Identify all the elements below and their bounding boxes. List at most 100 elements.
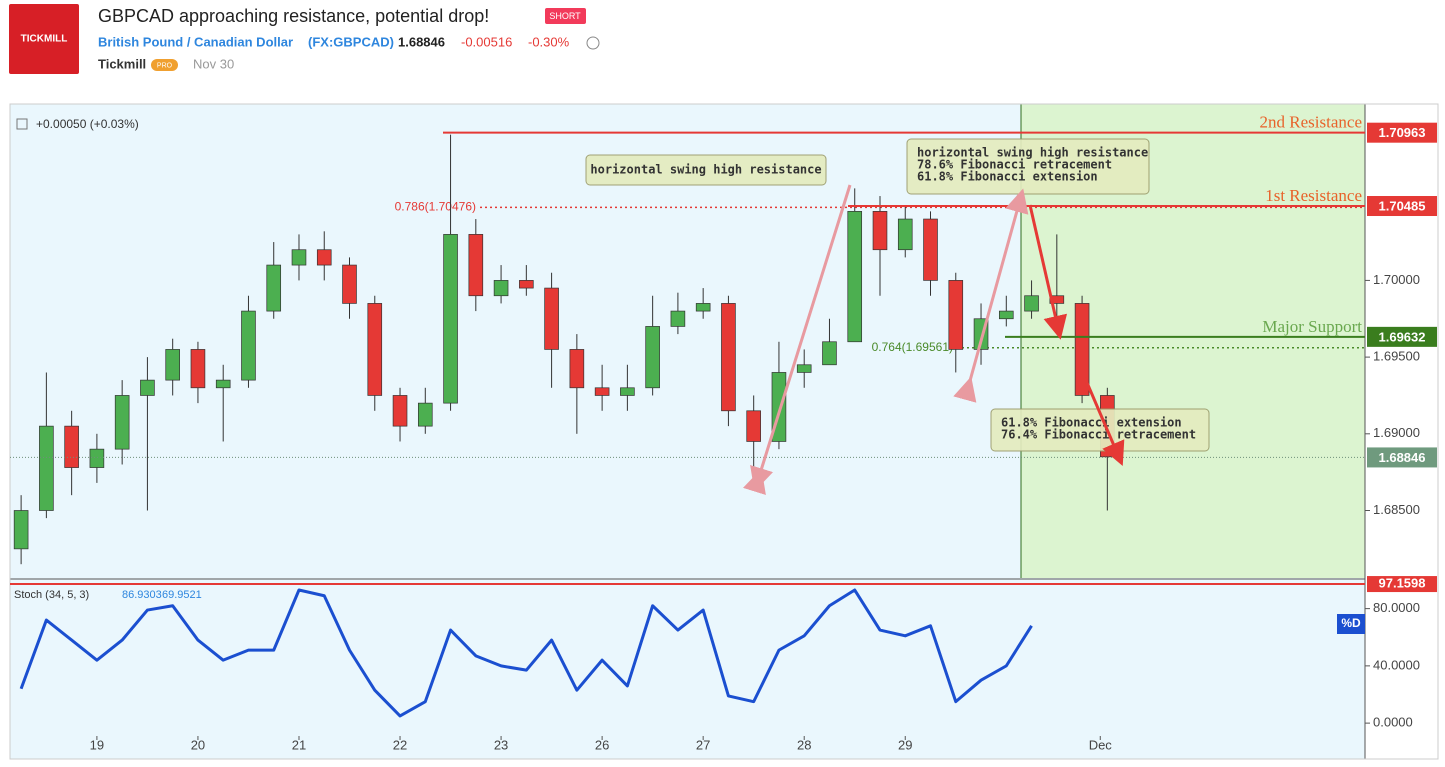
candle-body [13,510,29,550]
drop-arrow [1083,377,1125,467]
candle-body [897,218,913,251]
candle-body [417,402,433,427]
level-label: 2nd Resistance [1260,113,1362,132]
stoch-k: 86.9303 [122,589,162,601]
candle-body [468,234,484,297]
candle-body [291,249,307,266]
x-tick-label: 22 [393,737,407,752]
candle-body [569,349,585,389]
fib-label: 0.764(1.69561) [872,340,953,354]
price-tag [1367,122,1437,143]
candle-body [342,264,357,304]
candle-body [746,410,761,442]
instrument[interactable]: British Pound / Canadian Dollar [98,34,293,49]
x-tick-label: 21 [292,737,306,752]
fib-arrow [953,188,1029,403]
price-tag-text: 1.70485 [1379,198,1426,213]
candle-body [443,234,458,404]
y-tick-label: 1.69500 [1373,349,1420,364]
drawings [758,184,1125,480]
candle-body [948,280,964,350]
drop-arrow [1028,204,1068,340]
change-pct: -0.30% [528,34,570,49]
candle-body [544,287,559,350]
x-tick-label: 28 [797,737,811,752]
price-tag [1367,196,1437,217]
candle-body [1024,295,1039,312]
candle-body [266,264,282,312]
candle-body [923,218,938,281]
pro-badge [151,59,178,71]
candle-body [64,425,79,468]
callout-text: 61.8% Fibonacci extension [1001,416,1182,430]
candle-body [645,326,660,389]
price-tag-text: 1.70963 [1379,125,1426,140]
pane-legend: +0.00050 (+0.03%) [36,117,139,131]
callout-text: horizontal swing high resistance [590,163,821,177]
author[interactable]: Tickmill [98,56,146,71]
badge [545,8,586,24]
level-label: 1st Resistance [1265,186,1362,205]
y-tick-label: 0.0000 [1373,715,1413,730]
callout [990,408,1210,452]
candle-body [519,280,534,289]
price-tag-text: 97.1598 [1379,575,1426,590]
symbol[interactable]: (FX:GBPCAD) [308,34,394,49]
candle-body [493,280,509,297]
pro-text: PRO [157,62,173,69]
x-tick-label: 19 [90,737,104,752]
candle-body [215,379,231,389]
clock-icon[interactable] [586,36,600,50]
candle-body [140,379,155,396]
y-tick-label: 1.68500 [1373,502,1420,517]
candle-body [114,395,130,450]
callout [585,154,827,186]
collapse-icon[interactable] [16,118,28,130]
header: TICKMILL GBPCAD approaching resistance, … [9,4,600,74]
level-label: Major Support [1262,317,1362,336]
candle-body [998,310,1014,320]
candle-body [39,425,54,511]
candle-body [796,364,812,373]
frame [9,103,1439,760]
callout-text: 78.6% Fibonacci retracement [917,158,1112,172]
candle-body [165,349,180,381]
price: 1.68846 [398,34,445,49]
y-tick-label: 1.70000 [1373,272,1420,287]
callout-text: 61.8% Fibonacci extension [917,170,1098,184]
candle-body [316,249,332,266]
x-tick-label: 20 [191,737,205,752]
x-tick-label: 26 [595,737,609,752]
badge-text: SHORT [549,11,581,21]
x-tick-label: Dec [1089,737,1113,752]
candle-body [822,341,837,366]
callout-text: horizontal swing high resistance [917,146,1148,160]
x-tick-label: 27 [696,737,710,752]
legend-swatch [1337,614,1365,634]
candle-body [89,448,105,468]
x-tick-label: 29 [898,737,912,752]
legend-label: %D [1341,616,1361,630]
callout-text: 76.4% Fibonacci retracement [1001,428,1196,442]
price-tag [1367,576,1437,593]
candle-body [392,395,408,427]
stoch-title: Stoch (34, 5, 3) [14,589,89,601]
y-tick-label: 40.0000 [1373,657,1420,672]
candle-body [594,387,610,396]
stoch-line [19,588,1033,718]
price-tag-text: 1.68846 [1379,450,1426,465]
candle-body [241,310,256,381]
y-tick-label: 1.69000 [1373,425,1420,440]
candle-body [620,387,635,396]
price-tag [1367,447,1437,468]
x-tick-label: 23 [494,737,508,752]
candle-body [367,303,383,396]
candle-body [1074,303,1090,396]
stoch-d: 69.9521 [162,589,202,601]
candle-body [190,349,206,389]
price-tag [1367,326,1437,347]
candle-body [695,303,711,312]
title: GBPCAD approaching resistance, potential… [98,6,489,26]
logo [9,4,79,74]
